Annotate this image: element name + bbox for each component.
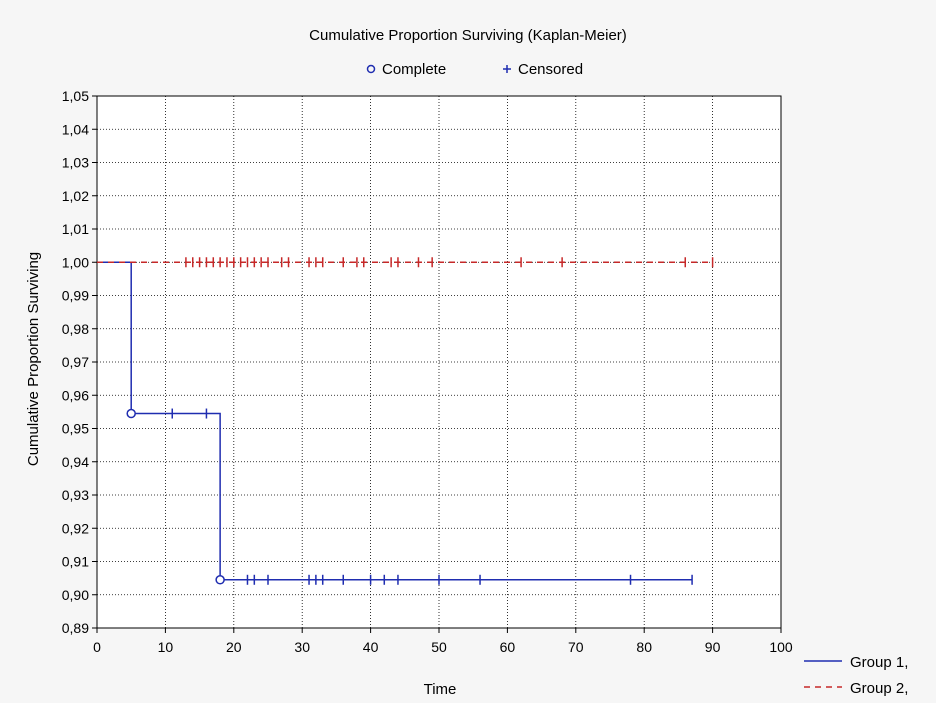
series [97,257,714,585]
x-tick-label: 0 [93,639,101,655]
y-tick-label: 0,99 [62,288,89,304]
y-tick-label: 0,95 [62,421,89,437]
x-tick-label: 70 [568,639,584,655]
x-axis-title: Time [424,681,457,698]
y-tick-label: 1,01 [62,221,89,237]
y-tick-label: 1,03 [62,155,89,171]
x-tick-label: 100 [769,639,793,655]
y-tick-label: 0,92 [62,520,89,536]
censored-marker-icon [503,65,511,73]
censored-legend-label: Censored [518,61,583,78]
complete-legend-label: Complete [382,61,446,78]
y-tick-label: 0,97 [62,354,89,370]
y-tick-label: 0,98 [62,321,89,337]
y-tick-label: 0,89 [62,620,89,636]
y-tick-label: 1,04 [62,121,89,137]
y-tick-label: 1,02 [62,188,89,204]
complete-marker-icon [366,64,376,74]
y-tick-label: 1,05 [62,88,89,104]
y-axis-title: Cumulative Proportion Surviving [25,252,42,466]
series-group-1 [97,261,693,585]
complete-mark [215,575,225,585]
y-tick-label: 0,90 [62,587,89,603]
x-tick-label: 90 [705,639,721,655]
y-tick-label: 0,93 [62,487,89,503]
x-tick-label: 30 [294,639,310,655]
legend-label-group-2: Group 2, [850,680,908,697]
series-group-2 [97,257,714,268]
chart-title: Cumulative Proportion Surviving (Kaplan-… [309,27,627,44]
grid [97,96,781,628]
axes: 0 10 20 30 40 50 60 70 80 90 100 1,05 1,04 1,03 1,02 1,… [62,88,793,655]
x-tick-label: 50 [431,639,447,655]
y-tick-label: 0,91 [62,554,89,570]
y-tick-label: 1,00 [62,254,89,270]
x-tick-label: 40 [363,639,379,655]
complete-mark [126,408,136,419]
marker-legend: Complete Censored [366,61,583,78]
x-tick-label: 80 [636,639,652,655]
y-tick-label: 0,96 [62,387,89,403]
x-tick-label: 10 [158,639,174,655]
legend-label-group-1: Group 1, [850,654,908,671]
survival-curve-group-1 [97,261,693,581]
series-legend: Group 1, Group 2, [804,654,908,697]
x-tick-label: 20 [226,639,242,655]
x-tick-label: 60 [500,639,516,655]
y-tick-label: 0,94 [62,454,89,470]
